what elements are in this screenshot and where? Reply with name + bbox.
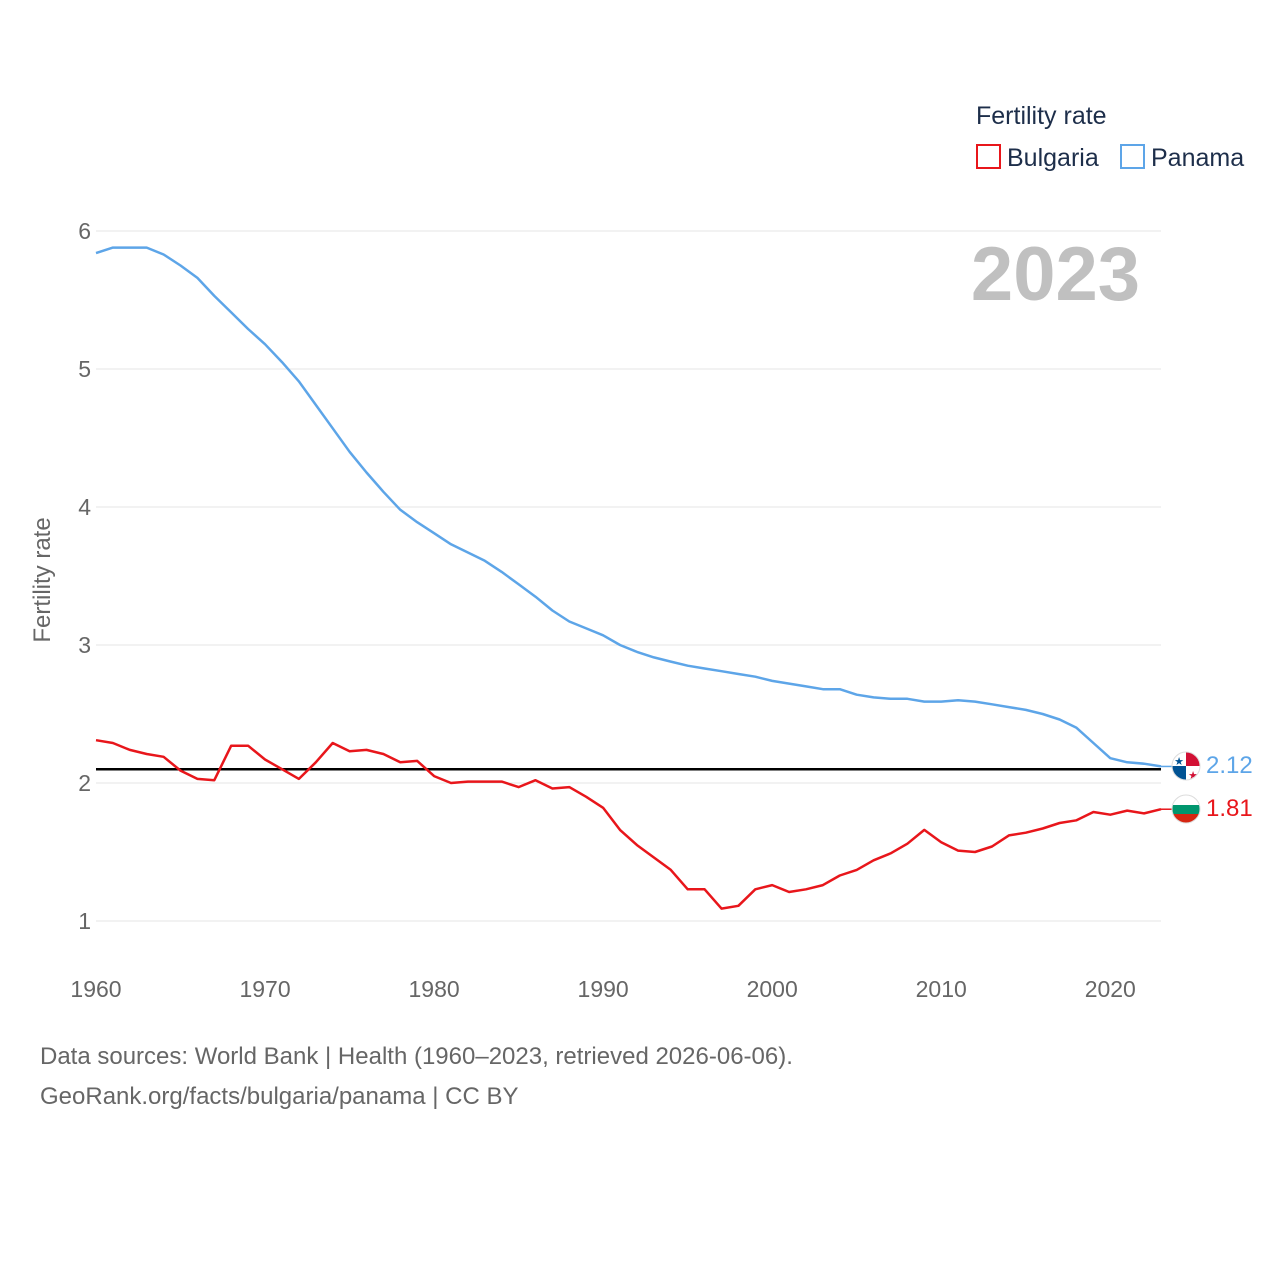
legend-title: Fertility rate: [976, 102, 1107, 130]
bulgaria-end-value: 1.81: [1206, 795, 1253, 822]
legend-label-bulgaria[interactable]: Bulgaria: [1007, 144, 1099, 172]
y-tick-label: 4: [78, 494, 91, 520]
legend-swatch-bulgaria[interactable]: [976, 144, 1001, 169]
series-line-panama[interactable]: [95, 246, 1162, 768]
x-axis-ticks: 1960 1970 1980 1990 2000 2010 2020: [70, 976, 1135, 1002]
svg-text:★: ★: [1188, 769, 1198, 782]
y-tick-label: 6: [78, 218, 91, 244]
bulgaria-flag-icon: [1171, 794, 1201, 824]
y-tick-label: 5: [78, 356, 91, 382]
x-tick-label: 1960: [70, 976, 121, 1002]
x-tick-label: 1980: [409, 976, 460, 1002]
y-tick-label: 2: [78, 770, 91, 796]
legend-swatch-panama[interactable]: [1120, 144, 1145, 169]
y-tick-label: 3: [78, 632, 91, 658]
svg-text:★: ★: [1174, 755, 1184, 768]
panama-end-value: 2.12: [1206, 752, 1253, 779]
x-tick-label: 2000: [747, 976, 798, 1002]
x-tick-label: 1990: [578, 976, 629, 1002]
x-tick-label: 1970: [239, 976, 290, 1002]
legend-label-panama[interactable]: Panama: [1151, 144, 1244, 172]
panama-flag-icon: ★ ★: [1171, 751, 1201, 782]
y-tick-label: 1: [78, 908, 91, 934]
legend: Fertility rate Bulgaria Panama: [976, 102, 1244, 172]
y-axis-label: Fertility rate: [29, 517, 56, 642]
gridlines: [96, 230, 1161, 922]
y-axis-ticks: 1 2 3 4 5 6: [78, 218, 91, 934]
series-line-bulgaria[interactable]: [95, 738, 1162, 910]
data-source-note: Data sources: World Bank | Health (1960–…: [40, 1043, 793, 1070]
series-lines: [95, 246, 1172, 910]
credit-link[interactable]: GeoRank.org/facts/bulgaria/panama | CC B…: [40, 1083, 519, 1110]
current-year-label: 2023: [971, 232, 1140, 317]
x-tick-label: 2020: [1085, 976, 1136, 1002]
x-tick-label: 2010: [916, 976, 967, 1002]
